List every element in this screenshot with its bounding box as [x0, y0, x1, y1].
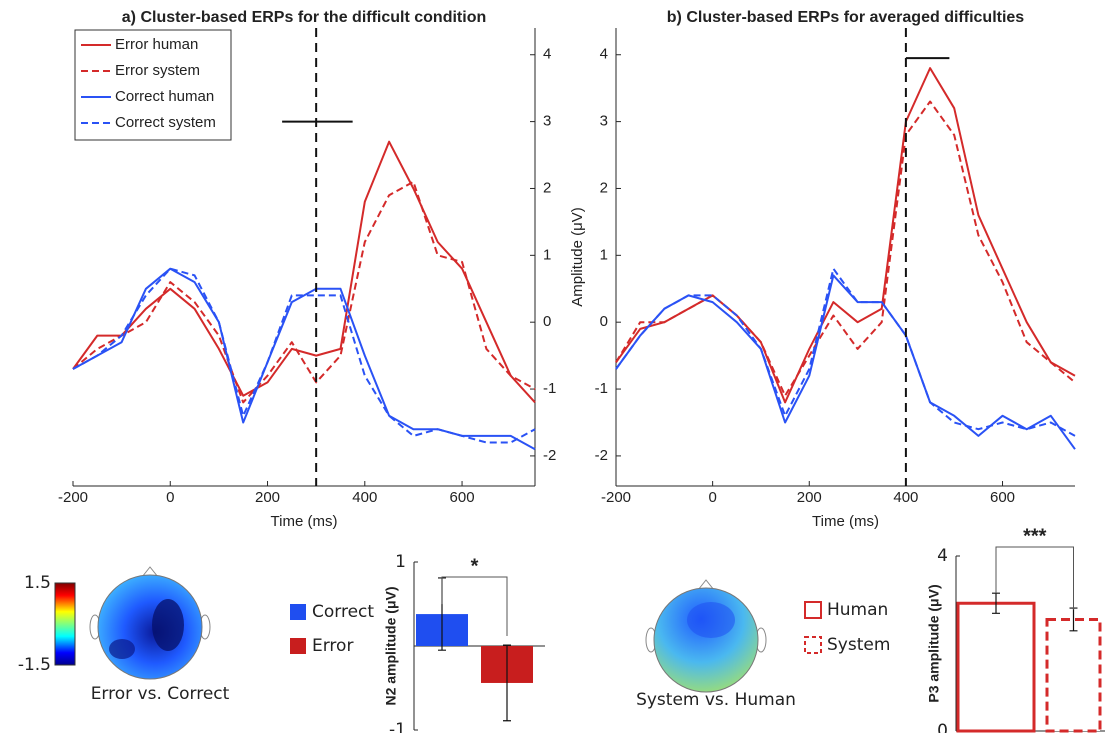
y-tick-label: 3 [543, 113, 551, 130]
y-tick-label: 1 [600, 246, 608, 263]
legend-label: Error system [115, 62, 200, 79]
legend-label: Correct system [115, 114, 216, 131]
legend-label: Error human [115, 36, 198, 53]
erp-line [72, 267, 536, 451]
activation-blob [152, 599, 184, 651]
erp-line [615, 100, 1076, 397]
y-tick-label: 0 [600, 313, 608, 330]
y-tick-label: 2 [600, 179, 608, 196]
x-tick-label: 400 [893, 489, 918, 506]
y-tick-label: 1 [395, 552, 406, 572]
x-tick-label: 200 [255, 489, 280, 506]
colorbar-label: 1.5 [24, 573, 51, 593]
x-tick-label: 600 [450, 489, 475, 506]
erp-line [615, 67, 1076, 404]
error-bar [503, 644, 511, 722]
y-axis-label: N2 amplitude (μV) [383, 586, 399, 705]
y-tick-label: 3 [600, 113, 608, 130]
scalp-map [97, 574, 203, 680]
x-axis-label: Time (ms) [812, 513, 879, 530]
topomap-caption: Error vs. Correct [91, 684, 230, 704]
topomap [89, 566, 211, 680]
chart-title: a) Cluster-based ERPs for the difficult … [122, 9, 486, 26]
x-tick-label: 400 [352, 489, 377, 506]
legend-swatch [290, 638, 306, 654]
y-tick-label: 1 [543, 246, 551, 263]
y-tick-label: 0 [937, 721, 948, 733]
activation-blob [109, 639, 135, 659]
bar [1045, 617, 1102, 733]
erp-line [72, 180, 536, 404]
legend-swatch [804, 601, 822, 619]
y-tick-label: -2 [595, 447, 608, 464]
legend-box [74, 29, 232, 141]
legend-label: Correct human [115, 88, 214, 105]
x-tick-label: -200 [58, 489, 88, 506]
legend-swatch [290, 604, 306, 620]
bar [956, 601, 1036, 733]
y-tick-label: 4 [543, 46, 551, 63]
chart-title: b) Cluster-based ERPs for averaged diffi… [667, 9, 1025, 26]
erp-line [72, 267, 536, 444]
significance-label: *** [1023, 525, 1047, 547]
y-tick-label: 2 [543, 179, 551, 196]
x-tick-label: -200 [601, 489, 631, 506]
y-tick-label: -1 [389, 720, 406, 733]
significance-bracket [441, 576, 508, 636]
x-tick-label: 200 [797, 489, 822, 506]
colorbar-label: -1.5 [18, 655, 51, 675]
significance-bracket [995, 546, 1074, 610]
y-tick-label: -1 [595, 380, 608, 397]
y-tick-label: 0 [543, 313, 551, 330]
legend-label: Human [827, 600, 888, 620]
erp-line [615, 267, 1076, 437]
legend-label: Error [312, 636, 353, 656]
erp-line [72, 140, 536, 404]
y-axis-label: P3 amplitude (μV) [926, 584, 942, 702]
topomap [645, 579, 767, 693]
topomap-caption: System vs. Human [636, 690, 796, 710]
y-tick-label: 4 [600, 46, 608, 63]
activation-blob [687, 602, 735, 638]
y-axis-label: Amplitude (μV) [569, 207, 586, 307]
significance-label: * [471, 555, 479, 577]
x-axis-label: Time (ms) [271, 513, 338, 530]
erp-line [615, 274, 1076, 450]
colorbar [54, 582, 76, 666]
y-tick-label: -2 [543, 447, 556, 464]
y-tick-label: -1 [543, 380, 556, 397]
x-tick-label: 0 [166, 489, 174, 506]
y-tick-label: 4 [937, 546, 948, 566]
legend-label: Correct [312, 602, 374, 622]
x-tick-label: 0 [708, 489, 716, 506]
x-tick-label: 600 [990, 489, 1015, 506]
legend-label: System [827, 635, 890, 655]
legend-swatch [804, 636, 822, 654]
